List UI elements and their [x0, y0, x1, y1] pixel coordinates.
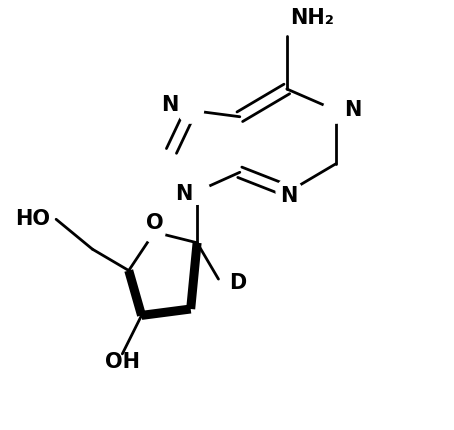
Circle shape: [276, 179, 302, 204]
Text: N: N: [175, 184, 193, 204]
Circle shape: [144, 221, 165, 243]
Text: N: N: [345, 100, 362, 120]
Circle shape: [178, 98, 203, 123]
Text: N: N: [161, 95, 179, 115]
Circle shape: [323, 98, 349, 123]
Text: D: D: [229, 273, 247, 293]
Text: N: N: [280, 186, 298, 206]
Text: OH: OH: [105, 353, 140, 372]
Text: HO: HO: [15, 209, 49, 229]
Text: O: O: [146, 213, 163, 233]
Circle shape: [184, 179, 210, 204]
Text: NH₂: NH₂: [291, 9, 335, 28]
